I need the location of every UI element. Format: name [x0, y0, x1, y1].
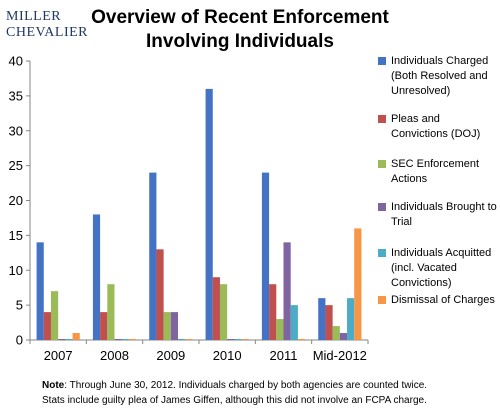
bar — [234, 339, 242, 340]
bar — [107, 284, 115, 340]
legend-label: SEC Enforcement Actions — [391, 158, 480, 185]
bar — [58, 339, 66, 340]
legend-swatch — [378, 249, 386, 257]
bar — [114, 339, 122, 340]
bar — [50, 291, 59, 340]
bar — [325, 305, 333, 340]
legend-label: Individuals Charged (Both Resolved and U… — [391, 55, 489, 97]
bar — [36, 242, 44, 340]
bar — [149, 172, 157, 340]
legend-label: Dismissal of Charges — [391, 294, 495, 306]
footnote: Note: Through June 30, 2012. Individuals… — [42, 378, 492, 408]
bar — [261, 172, 270, 340]
bar — [128, 339, 137, 340]
chart-title: Overview of Recent Enforcement Involving… — [90, 6, 390, 54]
logo-line-2: CHEVALIER — [6, 25, 89, 40]
bar — [297, 339, 306, 340]
footnote-line-2: Stats include guilty plea of James Giffe… — [42, 395, 427, 406]
y-tick-label: 35 — [9, 88, 23, 103]
legend-swatch — [378, 160, 386, 168]
x-tick-label: 2010 — [213, 348, 242, 363]
logo: MILLER CHEVALIER — [6, 4, 89, 44]
legend-swatch — [378, 296, 386, 304]
footnote-label: Note — [42, 380, 65, 391]
bar — [269, 284, 277, 340]
bar — [72, 333, 80, 340]
x-tick-label: Mid-2012 — [313, 348, 367, 363]
bar — [290, 305, 298, 340]
chart-title-line-1: Overview of Recent Enforcement — [91, 7, 389, 28]
bar — [219, 284, 228, 340]
bar — [347, 298, 355, 340]
bar — [332, 326, 340, 340]
legend-swatch — [378, 57, 386, 65]
y-tick-label: 10 — [9, 263, 23, 278]
bar — [212, 277, 220, 340]
y-tick-label: 40 — [9, 54, 23, 69]
y-tick-label: 20 — [9, 193, 23, 208]
legend-label: Individuals Brought to Trial — [391, 201, 497, 228]
bar — [163, 312, 171, 340]
bar — [170, 312, 179, 340]
bar — [318, 298, 326, 340]
bar — [43, 312, 51, 340]
bar — [205, 88, 213, 341]
x-tick-label: 2011 — [270, 348, 298, 363]
y-tick-label: 0 — [16, 333, 23, 348]
bar — [92, 214, 101, 340]
y-tick-label: 30 — [9, 123, 23, 138]
footnote-text-1: : Through June 30, 2012. Individuals cha… — [64, 380, 428, 391]
footnote-line-1: Note: Through June 30, 2012. Individuals… — [42, 378, 492, 393]
bar — [121, 339, 129, 340]
y-tick-label: 5 — [16, 298, 23, 313]
y-tick-label: 25 — [9, 158, 23, 173]
bar — [354, 228, 362, 340]
legend-label: Individuals Acquitted (incl. Vacated Con… — [391, 247, 492, 289]
bar — [339, 333, 348, 340]
x-tick-label: 2007 — [44, 348, 73, 363]
bar — [156, 249, 164, 340]
bar — [276, 319, 284, 340]
x-tick-label: 2008 — [100, 348, 129, 363]
x-tick-label: 2009 — [156, 348, 185, 363]
y-tick-label: 15 — [9, 228, 23, 243]
chart-title-line-2: Involving Individuals — [146, 31, 334, 52]
legend-swatch — [378, 203, 386, 211]
legend-swatch — [378, 115, 386, 123]
legend-label: Pleas and Convictions (DOJ) — [391, 113, 481, 140]
bar — [227, 339, 235, 340]
bar — [178, 339, 186, 340]
bar — [283, 242, 291, 340]
bar — [65, 339, 73, 340]
bar — [241, 339, 249, 340]
bar — [185, 339, 193, 340]
logo-line-1: MILLER — [6, 9, 62, 24]
bar — [100, 312, 108, 340]
